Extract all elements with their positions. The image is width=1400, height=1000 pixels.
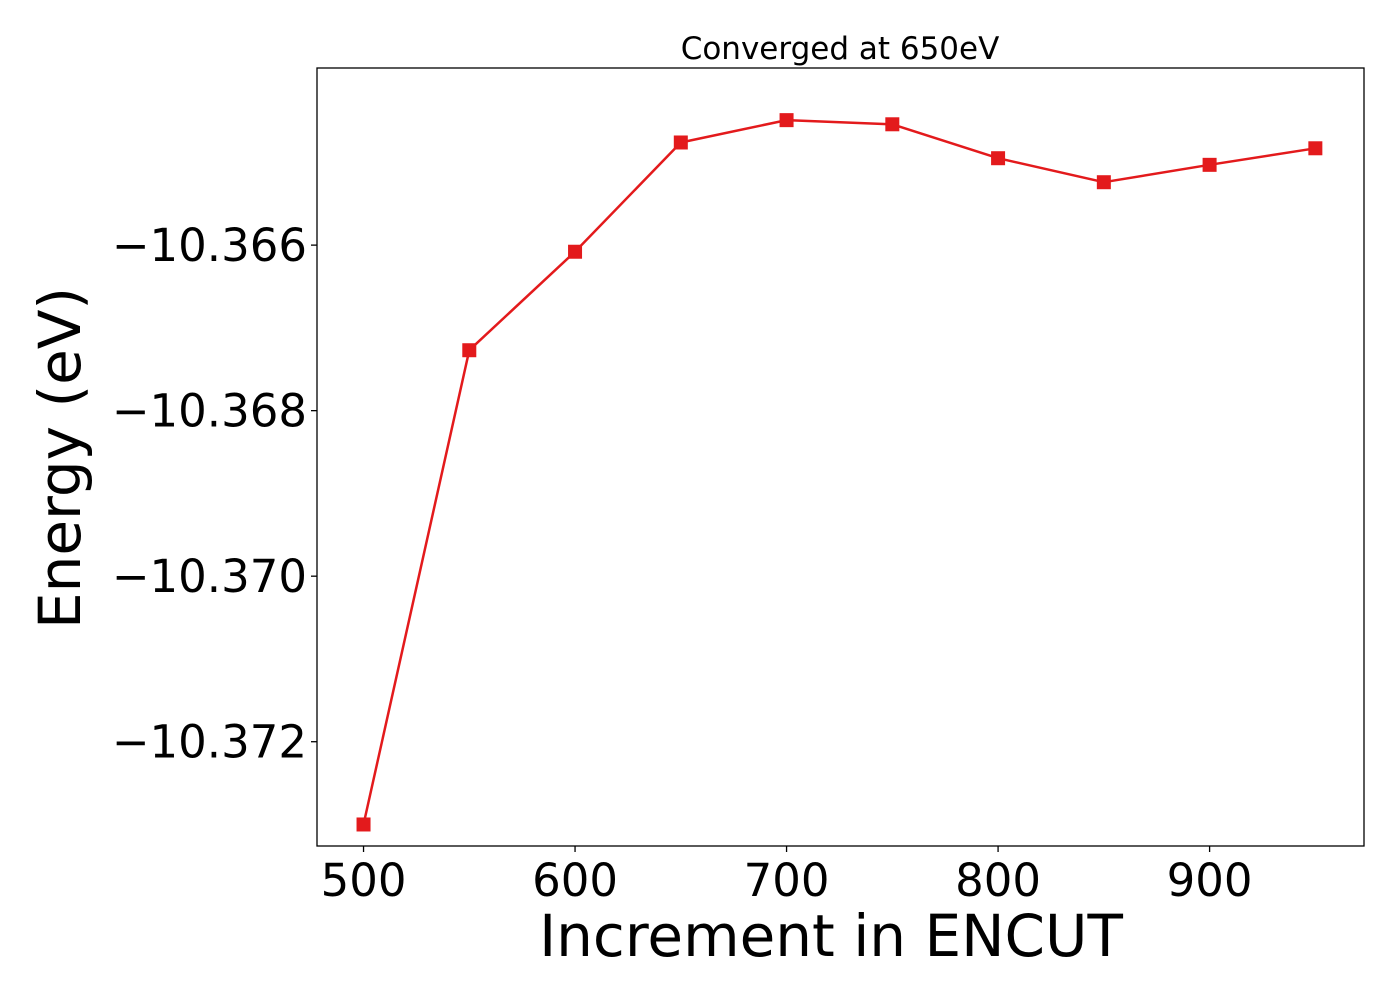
data-point-marker <box>568 244 583 259</box>
energy-series-line <box>362 118 1316 825</box>
x-tick-label: 500 <box>321 854 407 907</box>
y-axis-label: Energy (eV) <box>26 287 94 629</box>
x-tick-label: 900 <box>1167 854 1253 907</box>
x-tick-label: 700 <box>744 854 830 907</box>
data-point-marker <box>673 135 688 150</box>
data-point-marker <box>1202 157 1217 172</box>
data-point-marker <box>1096 175 1111 190</box>
x-tick-label: 600 <box>532 854 618 907</box>
data-point-marker <box>991 151 1006 166</box>
data-point-marker <box>356 817 371 832</box>
y-tick-label: −10.372 <box>112 716 307 769</box>
chart-title: Converged at 650eV <box>681 31 1000 67</box>
plot-frame <box>316 67 1365 847</box>
data-point-marker <box>1308 141 1323 156</box>
data-point-marker <box>779 113 794 128</box>
y-tick-label: −10.368 <box>112 385 307 438</box>
data-point-marker <box>462 343 477 358</box>
x-axis-label: Increment in ENCUT <box>539 902 1123 970</box>
y-tick-label: −10.370 <box>112 550 307 603</box>
data-point-marker <box>885 117 900 132</box>
x-axis-ticks: 500 600 700 800 900 <box>321 846 1253 907</box>
x-tick-label: 800 <box>955 854 1041 907</box>
y-axis-ticks: −10.366 −10.368 −10.370 −10.372 <box>112 219 317 769</box>
energy-series-markers <box>356 113 1323 832</box>
y-tick-label: −10.366 <box>112 219 307 272</box>
